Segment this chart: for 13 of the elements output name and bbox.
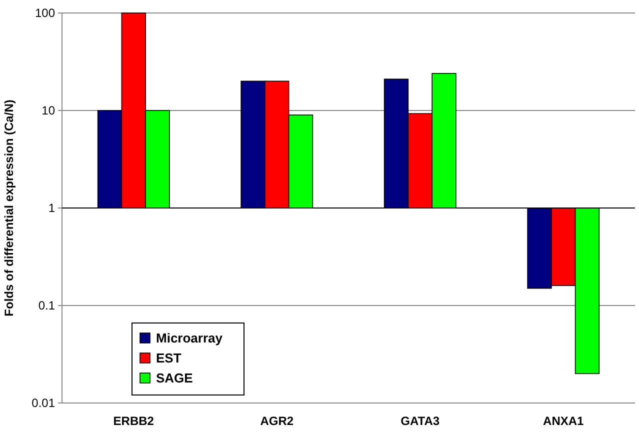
x-tick-label: AGR2 xyxy=(260,414,294,428)
legend-label: EST xyxy=(156,350,182,366)
y-tick-label: 0.1 xyxy=(38,298,56,313)
y-tick-label: 1 xyxy=(48,201,56,216)
y-tick-label: 10 xyxy=(42,104,56,118)
y-tick-label: 0.01 xyxy=(32,396,56,410)
y-axis-title: Folds of differential expression (Ca/N) xyxy=(2,100,16,316)
x-tick-label: ERBB2 xyxy=(113,414,154,428)
y-tick-label: 100 xyxy=(34,6,56,20)
x-tick-label: ANXA1 xyxy=(543,414,584,428)
legend-label: SAGE xyxy=(156,370,194,386)
legend-label: Microarray xyxy=(156,330,224,346)
x-tick-label: GATA3 xyxy=(400,414,440,428)
